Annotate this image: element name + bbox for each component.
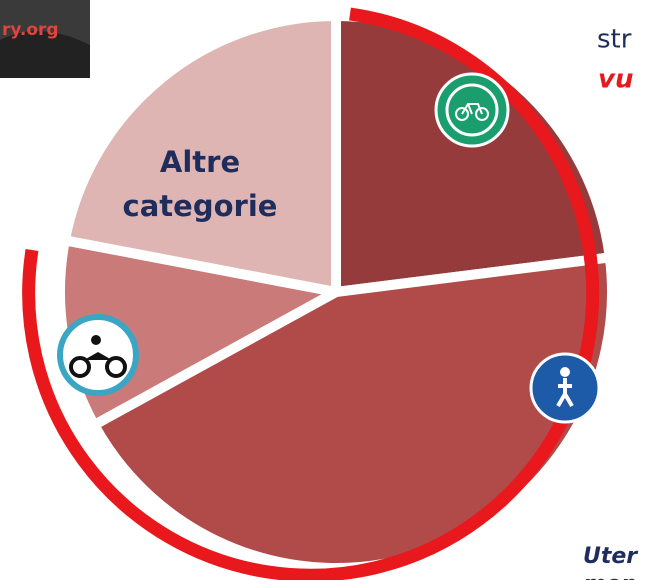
pie [60, 16, 612, 568]
text-fragment: Uter [583, 544, 638, 569]
slice-label: Altre categorie [95, 140, 305, 228]
text-fragment: str [597, 25, 632, 55]
text-fragment: vu [598, 65, 633, 95]
motorcycle-icon [60, 317, 136, 393]
bicycle-icon [436, 74, 508, 146]
text-fragment: mon [583, 572, 637, 580]
pedestrian-icon [531, 354, 599, 422]
page: ry.org str vu Uter mon Altre categorie (… [0, 0, 649, 580]
logo-text: ry.org [2, 20, 59, 40]
chart: ry.org str vu Uter mon [0, 0, 649, 580]
